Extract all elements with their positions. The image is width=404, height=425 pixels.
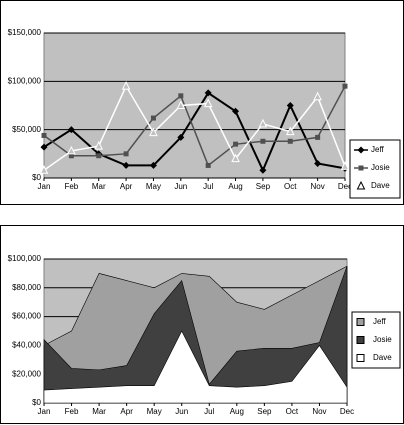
y-tick-label: $0 (32, 173, 41, 182)
marker (285, 126, 295, 136)
marker (286, 102, 294, 109)
x-tick-label: Dec (338, 182, 352, 191)
marker (67, 145, 76, 155)
x-tick-label: Sep (257, 407, 272, 416)
x-tick-label: Jan (38, 407, 51, 416)
x-tick-label: Apr (120, 182, 133, 191)
marker (259, 166, 267, 174)
legend-label: Jeff (373, 317, 387, 326)
y-tick-label: $150,000 (8, 28, 42, 37)
line (43, 84, 346, 171)
y-tick-label: $0 (32, 398, 41, 407)
x-tick-label: Aug (230, 407, 244, 416)
legend-swatch (356, 354, 365, 362)
area (43, 266, 348, 404)
x-tick-label: Oct (286, 407, 299, 416)
marker (150, 115, 156, 121)
marker (41, 132, 47, 138)
legend-marker (357, 146, 365, 154)
y-tick-label: $100,000 (8, 76, 42, 85)
y-tick-label: $50,000 (12, 125, 41, 134)
marker (121, 81, 131, 90)
legend-swatch (356, 336, 365, 344)
x-tick-label: Feb (64, 182, 78, 191)
x-tick-label: Aug (228, 182, 242, 191)
y-tick-label: $60,000 (12, 312, 41, 321)
marker (149, 161, 157, 169)
legend-marker (358, 165, 364, 171)
marker (94, 140, 104, 150)
legend-label: Josie (373, 335, 392, 344)
marker (204, 89, 212, 97)
marker (287, 138, 293, 144)
plot-area (43, 32, 346, 179)
x-tick-label: Nov (312, 407, 326, 416)
marker (231, 153, 240, 163)
y-tick-label: $80,000 (12, 283, 41, 292)
x-tick-label: Jun (174, 182, 187, 191)
x-tick-label: May (146, 182, 161, 191)
x-tick-label: Nov (311, 182, 325, 191)
marker (122, 161, 130, 169)
legend-label: Jeff (371, 145, 385, 154)
marker (258, 118, 268, 128)
y-tick-label: $40,000 (12, 341, 41, 350)
marker (203, 98, 213, 108)
y-tick-label: $100,000 (8, 254, 42, 263)
legend-label: Dave (373, 353, 392, 362)
x-tick-label: Jul (204, 407, 214, 416)
x-tick-label: Jun (175, 407, 188, 416)
marker (68, 153, 74, 159)
x-tick-label: Apr (120, 407, 133, 416)
marker (232, 107, 240, 115)
marker (178, 93, 184, 99)
marker (313, 91, 322, 101)
line (43, 85, 346, 167)
legend-marker (356, 180, 366, 190)
x-tick-label: Mar (92, 182, 106, 191)
legend-swatch (356, 318, 365, 326)
marker (177, 133, 185, 141)
marker (149, 127, 158, 137)
marker (260, 138, 266, 144)
marker (123, 151, 129, 157)
x-tick-label: Mar (92, 407, 106, 416)
marker (176, 100, 186, 109)
x-tick-label: Feb (65, 407, 79, 416)
marker (40, 143, 48, 151)
marker (39, 165, 49, 174)
line (43, 91, 346, 173)
marker (315, 134, 321, 140)
legend-label: Josie (371, 163, 390, 172)
x-tick-label: May (147, 407, 162, 416)
marker (314, 160, 322, 167)
marker (96, 153, 102, 159)
area (43, 330, 348, 404)
marker (67, 126, 75, 134)
x-tick-label: Oct (284, 182, 297, 191)
marker (233, 141, 239, 147)
x-tick-label: Sep (256, 182, 271, 191)
marker (342, 83, 348, 89)
x-tick-label: Jul (203, 182, 213, 191)
marker (205, 162, 211, 168)
marker (340, 161, 350, 170)
legend-label: Dave (371, 181, 390, 190)
x-tick-label: Dec (340, 407, 354, 416)
y-tick-label: $20,000 (12, 369, 41, 378)
x-tick-label: Jan (38, 182, 51, 191)
